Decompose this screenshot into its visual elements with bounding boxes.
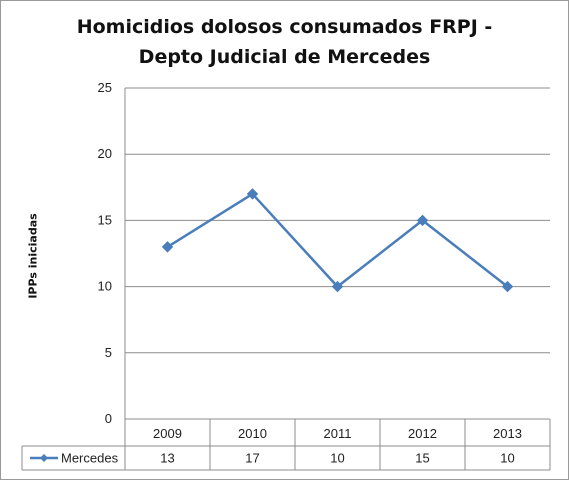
chart-title: Homicidios dolosos consumados FRPJ - <box>76 16 493 38</box>
y-tick-label: 5 <box>105 345 112 360</box>
table-cell: 10 <box>500 451 514 466</box>
legend-label: Mercedes <box>61 451 119 466</box>
data-point <box>161 241 174 253</box>
data-point <box>416 214 429 227</box>
x-tick-label: 2009 <box>153 426 182 441</box>
table-cell: 10 <box>330 451 344 466</box>
table-cell: 15 <box>415 451 429 466</box>
x-tick-label: 2013 <box>493 426 522 441</box>
data-point <box>246 188 259 200</box>
x-tick-label: 2012 <box>408 426 437 441</box>
x-tick-label: 2010 <box>238 426 267 441</box>
series-line <box>166 192 509 288</box>
data-point <box>331 280 344 293</box>
data-point <box>501 280 514 293</box>
y-tick-label: 20 <box>98 146 112 161</box>
legend-marker <box>40 454 48 462</box>
y-tick-label: 0 <box>105 411 112 426</box>
y-tick-label: 10 <box>98 279 112 294</box>
chart-subtitle: Depto Judicial de Mercedes <box>138 46 431 68</box>
table-cell: 17 <box>245 451 259 466</box>
y-tick-label: 15 <box>98 212 112 227</box>
x-tick-label: 2011 <box>324 426 352 441</box>
table-cell: 13 <box>160 451 174 466</box>
y-tick-label: 25 <box>98 80 112 95</box>
